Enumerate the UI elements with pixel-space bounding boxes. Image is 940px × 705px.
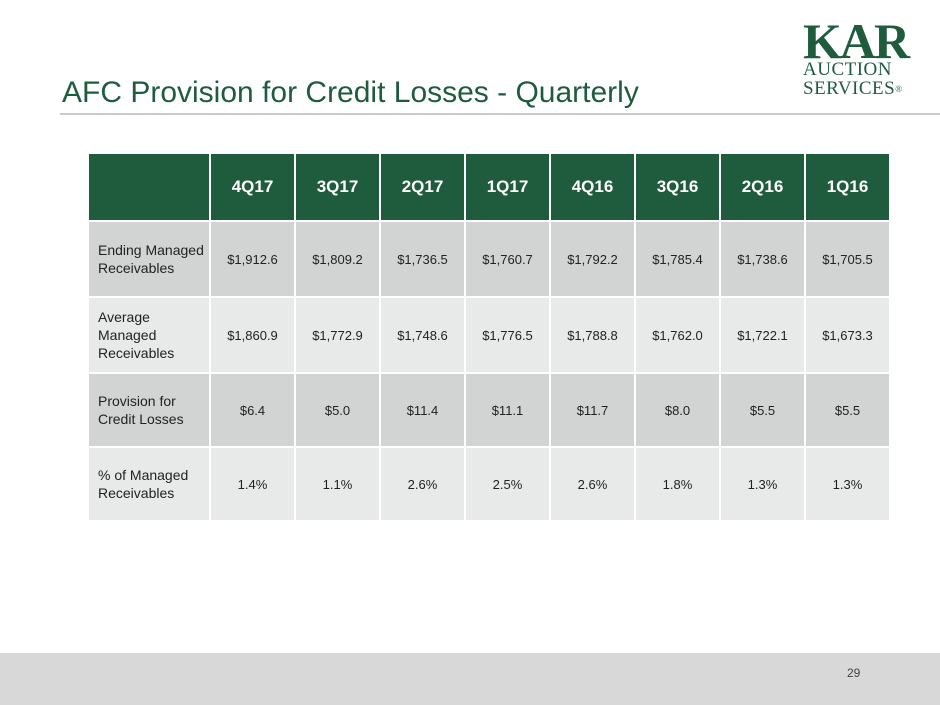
logo-line-services: SERVICES® (803, 79, 903, 99)
row-label: Ending Managed Receivables (87, 220, 211, 298)
table-row: Ending Managed Receivables $1,912.6 $1,8… (87, 220, 891, 298)
table-cell: 1.3% (719, 446, 806, 522)
table-row: Provision for Credit Losses $6.4 $5.0 $1… (87, 372, 891, 448)
table-cell: $5.0 (294, 372, 381, 448)
table-cell: $1,748.6 (379, 296, 466, 374)
table-cell: $1,772.9 (294, 296, 381, 374)
table-cell: $5.5 (719, 372, 806, 448)
table-cell: $1,762.0 (634, 296, 721, 374)
table-cell: $1,785.4 (634, 220, 721, 298)
column-header: 2Q16 (719, 152, 806, 222)
title-divider (60, 113, 940, 115)
logo-services-text: SERVICES (803, 78, 896, 99)
table-cell: $1,673.3 (804, 296, 891, 374)
table-row: % of Managed Receivables 1.4% 1.1% 2.6% … (87, 446, 891, 522)
table-cell: $1,792.2 (549, 220, 636, 298)
slide-title: AFC Provision for Credit Losses - Quarte… (62, 76, 639, 109)
table-cell: $1,705.5 (804, 220, 891, 298)
registered-mark: ® (895, 84, 903, 94)
row-label: Provision for Credit Losses (87, 372, 211, 448)
column-header: 2Q17 (379, 152, 466, 222)
table-cell: $1,776.5 (464, 296, 551, 374)
table-cell: 1.1% (294, 446, 381, 522)
table-cell: 1.4% (209, 446, 296, 522)
credit-losses-table: 4Q17 3Q17 2Q17 1Q17 4Q16 3Q16 2Q16 1Q16 … (87, 152, 891, 522)
row-label: Average Managed Receivables (87, 296, 211, 374)
logo-line-auction: AUCTION (803, 59, 892, 80)
column-header: 3Q16 (634, 152, 721, 222)
page-number: 29 (847, 666, 861, 680)
row-label: % of Managed Receivables (87, 446, 211, 522)
table-cell: $1,736.5 (379, 220, 466, 298)
table-cell: $1,809.2 (294, 220, 381, 298)
logo-mark: KAR (803, 13, 910, 69)
column-header: 3Q17 (294, 152, 381, 222)
table-cell: 2.5% (464, 446, 551, 522)
table-cell: $1,912.6 (209, 220, 296, 298)
table-cell: $1,738.6 (719, 220, 806, 298)
column-header: 4Q16 (549, 152, 636, 222)
column-header: 4Q17 (209, 152, 296, 222)
table-cell: $11.7 (549, 372, 636, 448)
table-cell: $1,722.1 (719, 296, 806, 374)
table-cell: $6.4 (209, 372, 296, 448)
table-cell: $1,860.9 (209, 296, 296, 374)
table-cell: $11.1 (464, 372, 551, 448)
table-row: Average Managed Receivables $1,860.9 $1,… (87, 296, 891, 374)
table-cell: $11.4 (379, 372, 466, 448)
table-cell: $1,788.8 (549, 296, 636, 374)
table-cell: 2.6% (379, 446, 466, 522)
footer-band (0, 653, 940, 705)
header-row: 4Q17 3Q17 2Q17 1Q17 4Q16 3Q16 2Q16 1Q16 (87, 152, 891, 222)
table-cell: $5.5 (804, 372, 891, 448)
kar-logo: KAR AUCTION SERVICES® (803, 13, 910, 99)
header-corner (87, 152, 211, 222)
column-header: 1Q17 (464, 152, 551, 222)
table-cell: 1.3% (804, 446, 891, 522)
table-cell: 2.6% (549, 446, 636, 522)
column-header: 1Q16 (804, 152, 891, 222)
table-cell: 1.8% (634, 446, 721, 522)
table-cell: $1,760.7 (464, 220, 551, 298)
table-cell: $8.0 (634, 372, 721, 448)
